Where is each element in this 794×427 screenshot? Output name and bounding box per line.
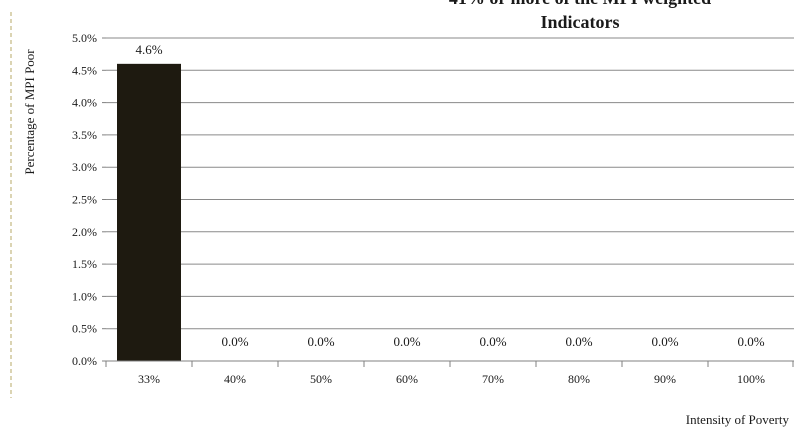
x-tick-label: 50% <box>310 372 332 386</box>
x-tick-label: 33% <box>138 372 160 386</box>
data-label: 0.0% <box>737 334 764 349</box>
data-label: 4.6% <box>135 42 162 57</box>
x-axis-ticks: 33% 40% 50% 60% 70% 80% 90% 100% <box>138 372 765 386</box>
y-tick-label: 4.5% <box>72 63 97 77</box>
y-tick-label: 2.5% <box>72 193 97 207</box>
bars <box>117 63 181 362</box>
chart-title-line-2: Indicators <box>540 12 619 32</box>
y-axis-title: Percentage of MPI Poor <box>22 49 37 175</box>
x-tick-label: 70% <box>482 372 504 386</box>
y-tick-label: 3.5% <box>72 128 97 142</box>
x-axis <box>105 360 794 367</box>
data-label: 0.0% <box>307 334 334 349</box>
y-tick-label: 0.0% <box>72 354 97 368</box>
data-label: 0.0% <box>221 334 248 349</box>
x-tick-label: 100% <box>737 372 765 386</box>
x-tick-label: 60% <box>396 372 418 386</box>
y-tick-label: 5.0% <box>72 31 97 45</box>
y-tick-label: 1.0% <box>72 289 97 303</box>
data-label: 0.0% <box>565 334 592 349</box>
y-tick-label: 1.5% <box>72 257 97 271</box>
y-tick-label: 2.0% <box>72 225 97 239</box>
gridlines <box>106 37 794 362</box>
x-axis-title: Intensity of Poverty <box>686 412 790 427</box>
x-tick-label: 90% <box>654 372 676 386</box>
data-label: 0.0% <box>479 334 506 349</box>
y-tick-label: 0.5% <box>72 322 97 336</box>
y-tick-label: 3.0% <box>72 160 97 174</box>
bar <box>117 63 181 362</box>
y-axis-ticks: 0.0% 0.5% 1.0% 1.5% 2.0% 2.5% 3.0% 3.5% 4.0% 4.5%… <box>72 31 106 368</box>
x-tick-label: 80% <box>568 372 590 386</box>
data-label: 0.0% <box>651 334 678 349</box>
data-label: 0.0% <box>393 334 420 349</box>
data-labels: 4.6% 0.0% 0.0% 0.0% 0.0% 0.0% 0.0% 0.0% <box>135 42 764 349</box>
chart-title-line-1: 41% or more of the MPI weighted <box>449 0 711 8</box>
x-tick-label: 40% <box>224 372 246 386</box>
y-tick-label: 4.0% <box>72 96 97 110</box>
